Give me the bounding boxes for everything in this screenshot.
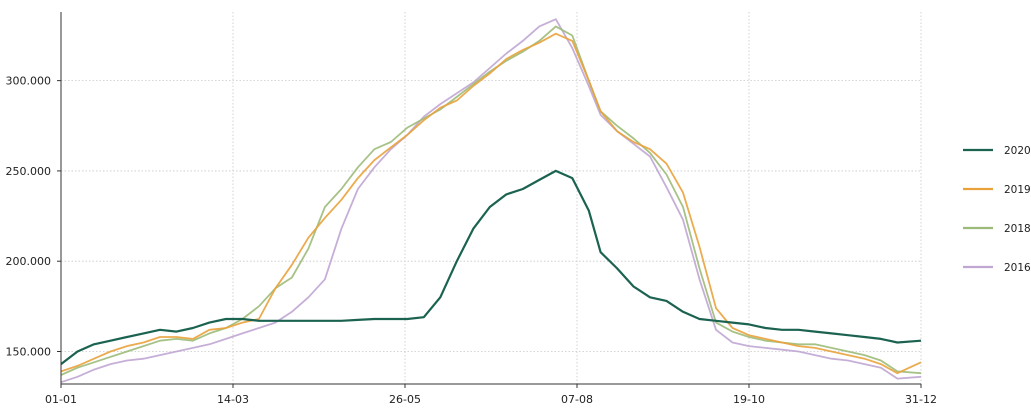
x-tick-label: 14-03 bbox=[217, 393, 249, 406]
legend-label-2020: 2020 bbox=[1004, 145, 1031, 157]
x-tick-label: 26-05 bbox=[389, 393, 421, 406]
legend-label-2016: 2016 bbox=[1004, 262, 1031, 274]
legend-label-2019: 2019 bbox=[1004, 184, 1031, 196]
legend-label-2018: 2018 bbox=[1004, 223, 1031, 235]
x-tick-label: 01-01 bbox=[45, 393, 77, 406]
y-tick-label: 250.000 bbox=[6, 165, 52, 178]
y-tick-label: 200.000 bbox=[6, 255, 52, 268]
series-line-2018 bbox=[60, 25, 922, 376]
series-line-2019 bbox=[60, 32, 922, 375]
series-line-2016 bbox=[60, 18, 922, 384]
series-line-2020 bbox=[60, 169, 922, 365]
y-tick-label: 150.000 bbox=[6, 345, 52, 358]
x-tick-label: 07-08 bbox=[561, 393, 593, 406]
x-tick-label: 19-10 bbox=[733, 393, 765, 406]
y-tick-label: 300.000 bbox=[6, 75, 52, 88]
x-tick-label: 31-12 bbox=[905, 393, 937, 406]
